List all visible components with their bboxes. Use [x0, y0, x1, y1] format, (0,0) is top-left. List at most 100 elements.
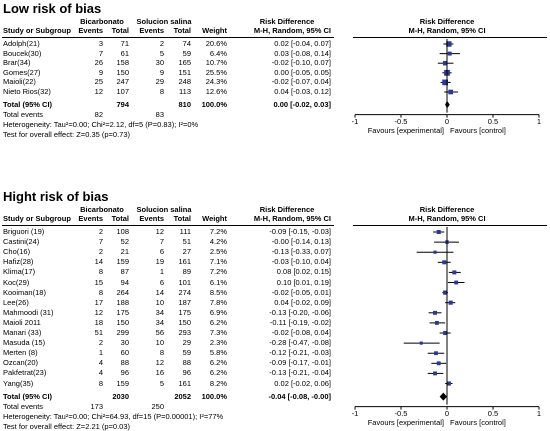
events1-value: 3: [98, 39, 103, 48]
weight-value: 25.5%: [205, 67, 227, 77]
weight-value: 7.2%: [209, 227, 227, 236]
ci-value: 0.02 [-0.04, 0.07]: [274, 39, 331, 48]
header-rule-plot: [353, 225, 547, 226]
study-name: Brar(34): [3, 58, 31, 68]
total1-value: 264: [116, 287, 129, 297]
total1-sum: 794: [116, 99, 129, 109]
total2-value: 187: [178, 297, 191, 307]
events1-value: 4: [98, 358, 103, 368]
events2-value: 12: [155, 358, 164, 368]
total1-header: Total: [111, 214, 129, 223]
favours-right-label: Favours [control]: [450, 417, 506, 427]
forest-plot-graphics: [354, 39, 540, 410]
rd-plot-method-header: M-H, Random, 95% CI: [408, 214, 486, 223]
total2-value: 59: [182, 48, 191, 58]
weight-value: 4.2%: [209, 237, 227, 247]
events2-header: Events: [139, 26, 164, 35]
events1-value: 4: [98, 368, 103, 378]
events2-value: 16: [155, 368, 164, 378]
events2-value: 34: [155, 307, 164, 317]
study-point: [442, 79, 449, 86]
study-name: Adolph(21): [3, 39, 40, 48]
total1-value: 150: [116, 317, 129, 327]
total1-value: 108: [116, 227, 129, 236]
total2-value: 59: [182, 348, 191, 358]
total2-value: 29: [182, 338, 191, 348]
x-tick-label: -0.5: [394, 408, 408, 418]
study-name: Ozcan(20): [3, 358, 39, 368]
events2-value: 5: [159, 378, 164, 388]
rd-plot-method-header: M-H, Random, 95% CI: [408, 26, 486, 35]
ci-value: -0.02 [-0.08, 0.04]: [271, 328, 331, 337]
weight-value: 6.9%: [209, 307, 227, 317]
ci-value: 0.04 [-0.03, 0.12]: [274, 87, 331, 96]
rd-method-header: M-H, Random, 95% CI: [253, 26, 331, 35]
events1-value: 12: [94, 87, 103, 96]
ci-value: 0.00 [-0.05, 0.05]: [274, 67, 331, 77]
total2-header: Total: [173, 26, 191, 35]
x-tick-label: -0.5: [394, 116, 408, 126]
total1-value: 150: [116, 67, 129, 77]
study-name: Cho(16): [3, 247, 31, 257]
total2-value: 161: [178, 378, 191, 388]
weight-value: 2.3%: [209, 338, 227, 348]
favours-left-label: Favours [experimental]: [367, 125, 444, 135]
total1-header: Total: [111, 26, 129, 35]
events1-value: 1: [98, 348, 103, 358]
ci-value: -0.00 [-0.14, 0.13]: [271, 237, 331, 247]
total-label: Total (95% CI): [3, 99, 53, 109]
total2-value: 161: [178, 257, 191, 267]
total-ci-value: -0.04 [-0.08, -0.00]: [268, 391, 331, 401]
total1-value: 188: [116, 297, 129, 307]
events2-header: Events: [139, 214, 164, 223]
study-name: Kooiman(18): [3, 287, 46, 297]
ci-value: -0.12 [-0.21, -0.03]: [269, 348, 331, 358]
events2-value: 1: [159, 267, 164, 277]
group1-header: Bicarbonato: [80, 17, 124, 26]
events1-value: 8: [98, 378, 103, 388]
study-name: Koc(29): [3, 277, 30, 287]
events1-value: 25: [94, 77, 103, 87]
panel-title: Low risk of bias: [3, 1, 102, 16]
study-point: [436, 361, 441, 366]
study-point: [446, 381, 451, 386]
total1-value: 87: [120, 267, 129, 277]
total2-value: 113: [179, 87, 191, 96]
header-rule: [2, 37, 334, 38]
total1-value: 94: [120, 277, 129, 287]
total1-value: 175: [116, 307, 129, 317]
study-point: [419, 341, 423, 345]
total1-value: 247: [116, 77, 129, 87]
study-header: Study or Subgroup: [3, 26, 71, 35]
weight-value: 20.6%: [205, 39, 227, 48]
study-name: Pakfetrat(23): [3, 368, 47, 378]
events1-value: 7: [98, 48, 103, 58]
study-name: Lee(26): [3, 297, 29, 307]
total1-value: 61: [120, 48, 129, 58]
ci-value: 0.03 [-0.08, 0.14]: [274, 48, 331, 58]
total2-value: 96: [182, 368, 191, 378]
events1-value: 15: [94, 277, 103, 287]
study-point: [448, 89, 454, 95]
total2-value: 150: [178, 317, 191, 327]
total-events2: 83: [155, 109, 164, 119]
events2-value: 56: [155, 328, 164, 337]
events2-value: 8: [159, 87, 164, 96]
study-point: [443, 290, 448, 295]
events1-header: Events: [78, 214, 103, 223]
events1-value: 9: [98, 67, 103, 77]
weight-value: 5.8%: [209, 348, 227, 358]
study-name: Klima(17): [3, 267, 36, 277]
favours-right-label: Favours [control]: [450, 125, 506, 135]
total2-value: 248: [178, 77, 191, 87]
weight-header: Weight: [202, 214, 227, 223]
weight-value: 2.5%: [209, 247, 227, 257]
events2-value: 10: [155, 297, 164, 307]
study-point: [454, 280, 459, 285]
total-events1: 82: [94, 109, 103, 119]
events2-value: 14: [155, 287, 164, 297]
ci-value: 0.10 [0.01, 0.19]: [276, 277, 331, 287]
total1-value: 96: [120, 368, 129, 378]
events1-value: 7: [98, 237, 103, 247]
ci-value: 0.02 [-0.02, 0.06]: [274, 378, 331, 388]
